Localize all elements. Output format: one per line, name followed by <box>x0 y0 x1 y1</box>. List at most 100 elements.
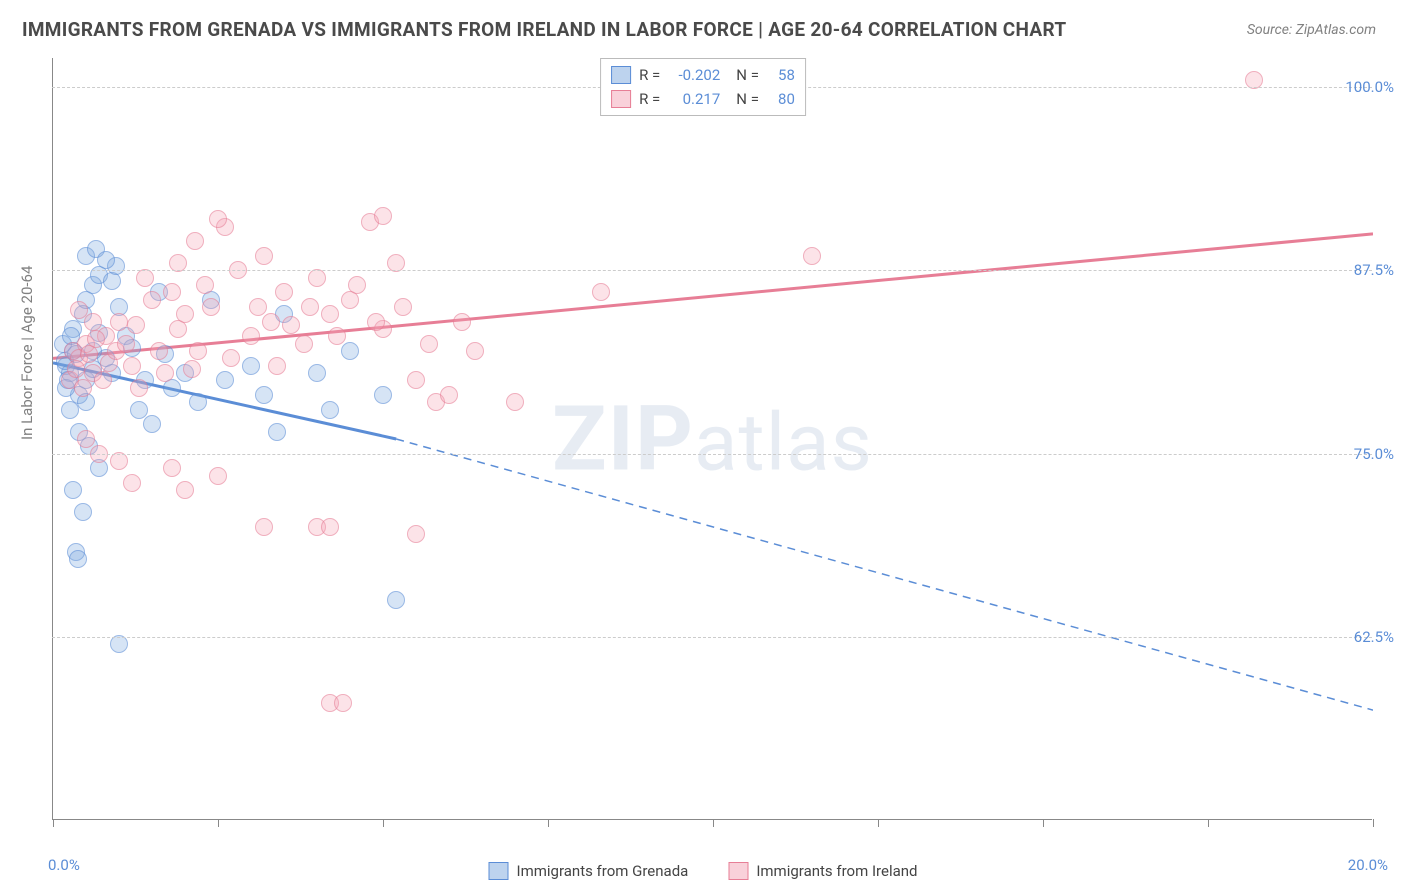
data-point-ireland <box>394 298 412 316</box>
data-point-ireland <box>77 430 95 448</box>
trend-lines-svg <box>53 58 1373 820</box>
legend-label-grenada: Immigrants from Grenada <box>517 862 689 880</box>
legend-r-value-grenada: -0.202 <box>668 66 720 84</box>
data-point-grenada <box>321 401 339 419</box>
swatch-pink-icon <box>611 90 631 108</box>
data-point-ireland <box>348 276 366 294</box>
data-point-ireland <box>156 364 174 382</box>
legend-r-label: R = <box>639 90 660 108</box>
data-point-ireland <box>189 342 207 360</box>
series-legend: Immigrants from Grenada Immigrants from … <box>489 862 918 880</box>
x-tick <box>53 819 54 827</box>
data-point-ireland <box>123 474 141 492</box>
data-point-ireland <box>295 335 313 353</box>
y-tick-label: 87.5% <box>1354 261 1394 279</box>
data-point-ireland <box>367 313 385 331</box>
data-point-ireland <box>163 283 181 301</box>
y-tick-label: 62.5% <box>1354 628 1394 646</box>
data-point-grenada <box>268 423 286 441</box>
x-tick <box>383 819 384 827</box>
gridline-h <box>52 454 1372 455</box>
x-tick <box>1208 819 1209 827</box>
legend-n-label: N = <box>736 66 759 84</box>
data-point-ireland <box>176 481 194 499</box>
data-point-ireland <box>110 452 128 470</box>
data-point-ireland <box>387 254 405 272</box>
data-point-ireland <box>255 247 273 265</box>
data-point-ireland <box>407 525 425 543</box>
legend-row-ireland: R = 0.217 N = 80 <box>611 87 795 111</box>
data-point-grenada <box>61 401 79 419</box>
data-point-ireland <box>308 269 326 287</box>
data-point-grenada <box>64 481 82 499</box>
x-tick-label-max: 20.0% <box>1348 856 1388 874</box>
data-point-grenada <box>189 393 207 411</box>
source-attribution: Source: ZipAtlas.com <box>1247 22 1376 38</box>
data-point-ireland <box>466 342 484 360</box>
data-point-ireland <box>176 305 194 323</box>
data-point-ireland <box>196 276 214 294</box>
y-tick-label: 75.0% <box>1354 445 1394 463</box>
data-point-ireland <box>506 393 524 411</box>
plot-area: ZIPatlas <box>52 58 1372 820</box>
legend-r-label: R = <box>639 66 660 84</box>
data-point-ireland <box>321 305 339 323</box>
data-point-ireland <box>67 360 85 378</box>
data-point-ireland <box>222 349 240 367</box>
data-point-ireland <box>70 301 88 319</box>
data-point-ireland <box>592 283 610 301</box>
data-point-ireland <box>143 291 161 309</box>
data-point-ireland <box>255 518 273 536</box>
swatch-blue-icon <box>611 66 631 84</box>
watermark-suffix: atlas <box>694 395 873 489</box>
data-point-ireland <box>268 357 286 375</box>
gridline-h <box>52 270 1372 271</box>
data-point-ireland <box>453 313 471 331</box>
legend-r-value-ireland: 0.217 <box>668 90 720 108</box>
data-point-ireland <box>1245 71 1263 89</box>
data-point-ireland <box>275 283 293 301</box>
legend-n-value-ireland: 80 <box>767 90 795 108</box>
data-point-ireland <box>209 210 227 228</box>
x-tick <box>878 819 879 827</box>
data-point-ireland <box>123 357 141 375</box>
data-point-ireland <box>136 269 154 287</box>
swatch-blue-icon <box>489 862 509 880</box>
data-point-ireland <box>242 327 260 345</box>
data-point-ireland <box>117 335 135 353</box>
data-point-grenada <box>308 364 326 382</box>
data-point-ireland <box>249 298 267 316</box>
data-point-grenada <box>216 371 234 389</box>
data-point-grenada <box>130 401 148 419</box>
data-point-grenada <box>341 342 359 360</box>
data-point-ireland <box>127 316 145 334</box>
y-axis-label: In Labor Force | Age 20-64 <box>18 266 36 440</box>
x-tick <box>548 819 549 827</box>
legend-item-grenada: Immigrants from Grenada <box>489 862 689 880</box>
data-point-ireland <box>87 330 105 348</box>
legend-label-ireland: Immigrants from Ireland <box>756 862 917 880</box>
data-point-ireland <box>94 371 112 389</box>
data-point-grenada <box>143 415 161 433</box>
data-point-ireland <box>328 327 346 345</box>
watermark: ZIPatlas <box>552 386 873 491</box>
x-tick <box>713 819 714 827</box>
watermark-prefix: ZIP <box>552 386 694 491</box>
data-point-ireland <box>150 342 168 360</box>
data-point-grenada <box>387 591 405 609</box>
data-point-ireland <box>301 298 319 316</box>
data-point-grenada <box>374 386 392 404</box>
data-point-ireland <box>186 232 204 250</box>
data-point-grenada <box>255 386 273 404</box>
data-point-ireland <box>440 386 458 404</box>
correlation-legend: R = -0.202 N = 58 R = 0.217 N = 80 <box>600 58 806 116</box>
data-point-ireland <box>282 316 300 334</box>
swatch-pink-icon <box>728 862 748 880</box>
data-point-grenada <box>74 503 92 521</box>
data-point-ireland <box>803 247 821 265</box>
data-point-grenada <box>242 357 260 375</box>
gridline-h <box>52 637 1372 638</box>
trend-line <box>396 439 1373 710</box>
data-point-grenada <box>110 635 128 653</box>
data-point-grenada <box>69 550 87 568</box>
